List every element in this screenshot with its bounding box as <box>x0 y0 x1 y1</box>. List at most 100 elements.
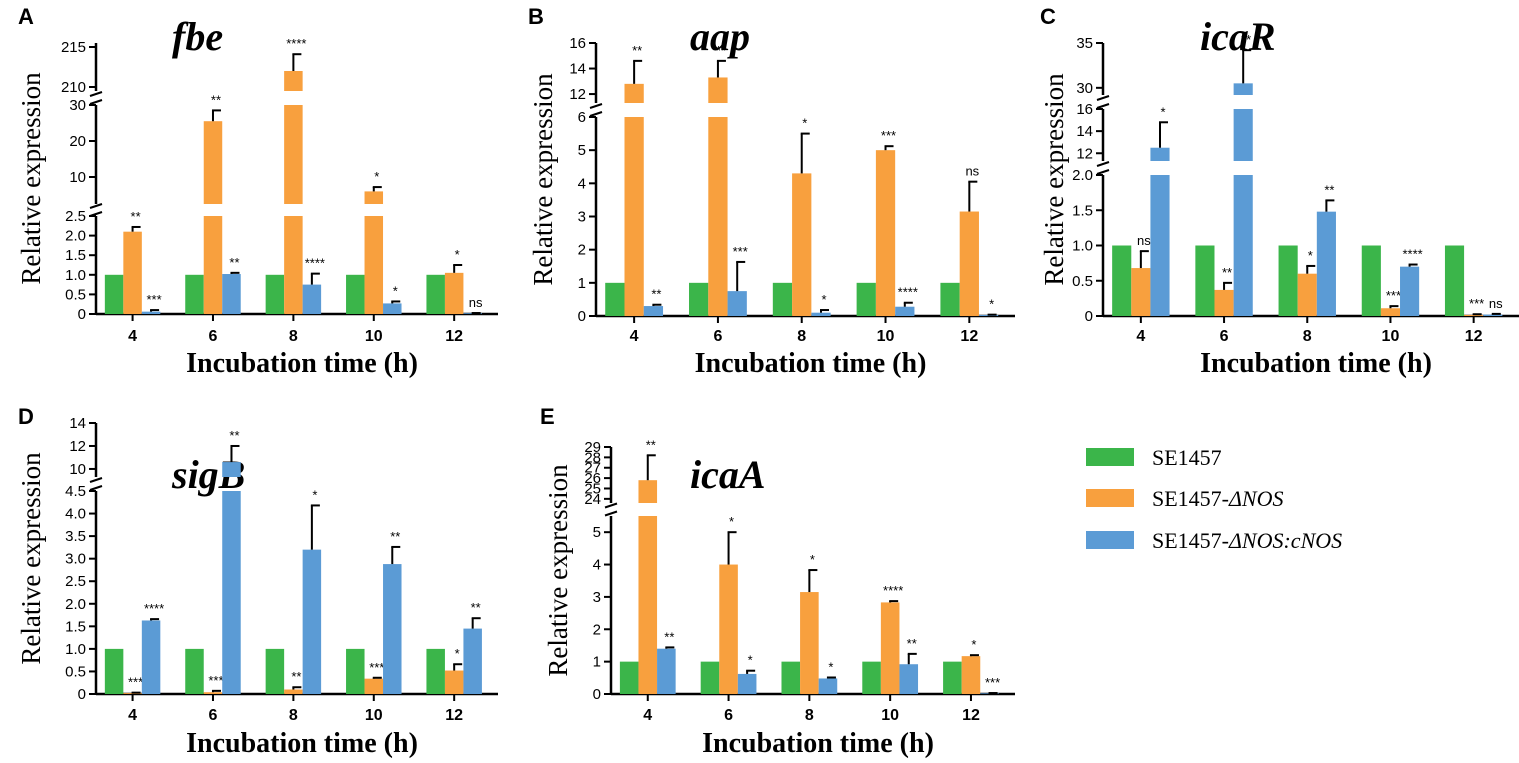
bar-cnos <box>222 274 241 314</box>
x-tick-label: 10 <box>877 328 895 345</box>
significance-label: ** <box>716 43 726 58</box>
y-axis-label: Relative expression <box>1039 73 1069 286</box>
y-tick-label: 27 <box>584 460 601 477</box>
bar-cnos <box>1316 211 1336 316</box>
bar-dnos <box>792 173 812 316</box>
bar-dnos <box>959 211 979 316</box>
y-tick-label: 0 <box>78 306 86 323</box>
bar-cnos <box>383 303 402 314</box>
y-tick-label: 0 <box>578 308 586 325</box>
x-tick-label: 4 <box>128 328 137 345</box>
y-tick-label: 0.5 <box>65 286 86 303</box>
bar-cnos <box>1233 83 1253 95</box>
x-tick-label: 12 <box>962 707 980 724</box>
y-tick-label: 1.5 <box>65 618 86 635</box>
bar-cnos <box>899 664 919 694</box>
y-axis-label: Relative expression <box>543 464 573 677</box>
axis-break-mark <box>1096 169 1110 175</box>
significance-label: ** <box>1241 32 1251 47</box>
y-tick-label: 12 <box>1076 145 1093 162</box>
significance-label: ** <box>907 636 917 651</box>
legend-text: SE1457 <box>1152 445 1222 470</box>
bar-se1457 <box>185 648 204 694</box>
bar-se1457 <box>619 661 639 694</box>
y-tick-label: 3 <box>593 589 601 606</box>
y-tick-label: 30 <box>1076 80 1093 97</box>
axis-break-mark <box>89 477 103 483</box>
y-tick-label: 2 <box>578 242 586 259</box>
significance-label: * <box>455 247 460 262</box>
x-tick-label: 12 <box>960 328 978 345</box>
significance-label: ** <box>390 529 400 544</box>
bar-se1457 <box>1112 245 1132 316</box>
bar-dnos <box>1131 268 1151 316</box>
bar-se1457 <box>1444 245 1465 316</box>
y-axis-label: Relative expression <box>528 73 558 286</box>
bar-dnos <box>364 216 384 314</box>
significance-label: * <box>1160 104 1165 119</box>
axis-break-mark <box>89 203 103 209</box>
significance-label: * <box>989 297 994 312</box>
bar-dnos <box>364 678 384 694</box>
bar-cnos <box>818 678 838 694</box>
bar-dnos <box>624 117 644 316</box>
x-tick-label: 8 <box>289 707 298 724</box>
bar-cnos <box>1150 175 1170 316</box>
bar-se1457 <box>1361 245 1381 316</box>
y-tick-label: 24 <box>584 491 601 508</box>
y-tick-label: 12 <box>569 86 586 103</box>
legend-swatch-se1457 <box>1086 448 1134 466</box>
bar-se1457 <box>781 661 801 694</box>
axis-break-mark <box>604 510 618 517</box>
bar-se1457 <box>689 282 709 316</box>
y-tick-label: 2.5 <box>65 208 86 225</box>
bar-dnos <box>444 272 464 314</box>
y-tick-label: 10 <box>69 169 86 186</box>
bar-dnos <box>708 77 728 103</box>
legend-swatch-cnos <box>1086 531 1134 549</box>
y-tick-label: 3.5 <box>65 528 86 545</box>
y-tick-label: 14 <box>69 415 86 432</box>
y-tick-label: 2.0 <box>65 228 86 245</box>
y-tick-label: 35 <box>1076 35 1093 52</box>
x-tick-label: 6 <box>1220 328 1229 345</box>
bar-se1457 <box>426 274 445 314</box>
y-tick-label: 26 <box>584 470 601 487</box>
y-tick-label: 0.5 <box>1072 273 1093 290</box>
x-tick-label: 8 <box>1303 328 1312 345</box>
y-tick-label: 28 <box>584 449 601 466</box>
bar-dnos <box>203 692 223 694</box>
significance-label: **** <box>1402 247 1422 262</box>
significance-label: ** <box>1222 265 1232 280</box>
significance-label: ** <box>646 437 656 452</box>
y-tick-label: 0 <box>593 686 601 703</box>
bar-cnos <box>302 284 322 314</box>
axis-break-mark <box>89 485 103 491</box>
bar-dnos <box>284 689 303 694</box>
significance-label: * <box>393 283 398 298</box>
bar-se1457 <box>1278 245 1298 316</box>
significance-label: *** <box>1469 296 1484 311</box>
x-tick-label: 8 <box>797 328 806 345</box>
significance-label: * <box>828 659 833 674</box>
x-tick-label: 10 <box>1382 328 1400 345</box>
panel-label: E <box>540 404 555 429</box>
panel-label: A <box>18 4 34 29</box>
y-tick-label: 5 <box>593 524 601 541</box>
y-tick-label: 215 <box>61 39 86 56</box>
y-tick-label: 12 <box>69 438 86 455</box>
x-axis-label: Incubation time (h) <box>695 348 927 379</box>
significance-label: ** <box>471 600 481 615</box>
legend-text-italic: ΔNOS <box>1228 486 1283 511</box>
x-tick-label: 6 <box>209 328 218 345</box>
x-tick-label: 12 <box>445 328 463 345</box>
significance-label: *** <box>1386 288 1401 303</box>
significance-label: * <box>748 653 753 668</box>
bar-se1457 <box>772 282 793 316</box>
